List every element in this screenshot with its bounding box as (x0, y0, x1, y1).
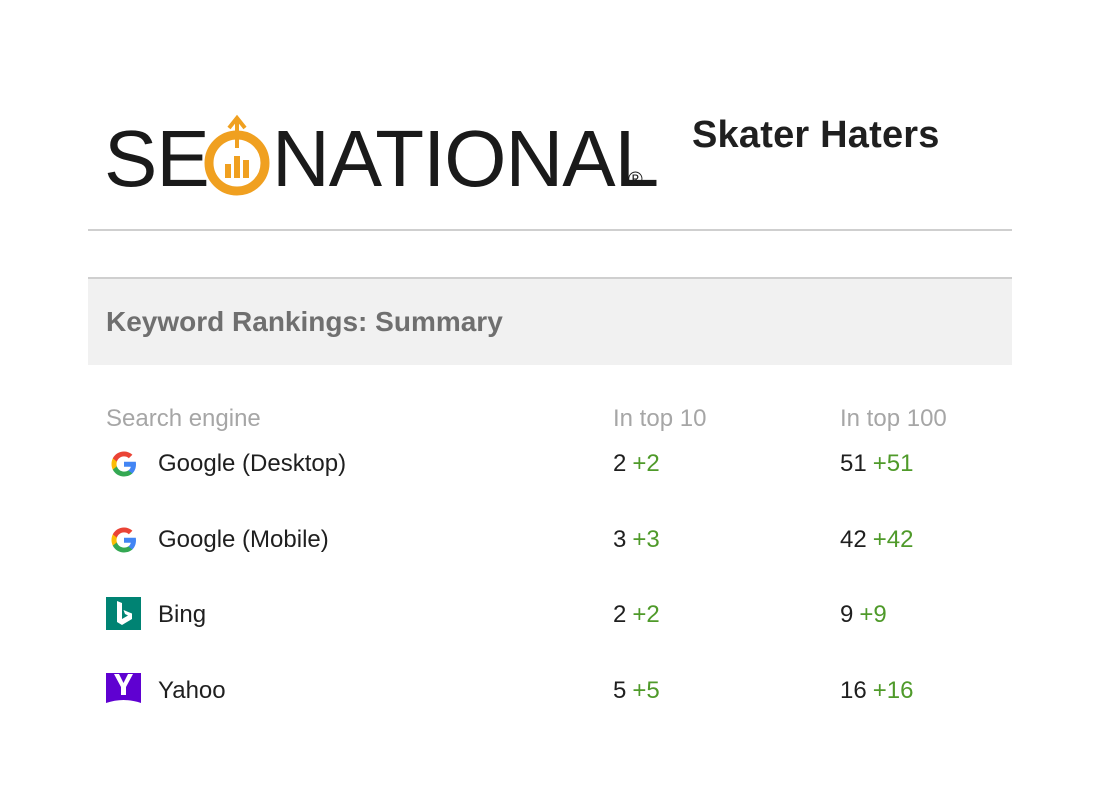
top10-value: 2 +2 (613, 450, 660, 477)
engine-name: Google (Desktop) (158, 450, 347, 477)
divider (88, 229, 1012, 231)
top100-delta: +9 (859, 601, 887, 628)
bing-icon (106, 595, 142, 633)
top100-delta: +42 (872, 526, 914, 553)
table-row: Google (Mobile) 3 +3 42 +42 (0, 526, 1100, 566)
divider (88, 277, 1012, 279)
yahoo-icon (106, 667, 142, 709)
section-title: Keyword Rankings: Summary (106, 306, 503, 337)
section-header: Keyword Rankings: Summary (88, 279, 1012, 365)
table-row: Google (Desktop) 2 +2 51 +51 (0, 450, 1100, 490)
column-header-search-engine: Search engine (106, 405, 261, 432)
table-row: Bing 2 +2 9 +9 (0, 595, 1100, 641)
top100-value: 16 +16 (840, 677, 914, 704)
table-row: Yahoo 5 +5 16 +16 (0, 667, 1100, 717)
column-header-top100: In top 100 (840, 405, 947, 432)
svg-text:®: ® (628, 169, 643, 191)
svg-text:SE: SE (104, 114, 209, 198)
engine-name: Google (Mobile) (158, 526, 329, 553)
top100-delta: +16 (872, 677, 914, 704)
column-header-top10: In top 10 (613, 405, 707, 432)
top10-value: 3 +3 (613, 526, 660, 553)
svg-text:NATIONAL: NATIONAL (272, 114, 658, 198)
report-title: Skater Haters (692, 114, 940, 156)
google-icon (106, 522, 142, 558)
top100-value: 42 +42 (840, 526, 914, 553)
top100-value: 9 +9 (840, 601, 887, 628)
top10-value: 2 +2 (613, 601, 660, 628)
top100-delta: +51 (872, 450, 914, 477)
top10-value: 5 +5 (613, 677, 660, 704)
google-icon (106, 446, 142, 482)
seo-national-logo: SE NATIONAL ® (104, 108, 664, 198)
engine-name: Bing (158, 601, 207, 628)
engine-name: Yahoo (158, 677, 226, 704)
top10-delta: +3 (632, 526, 660, 553)
top10-delta: +2 (632, 601, 660, 628)
top10-delta: +5 (632, 677, 660, 704)
top100-value: 51 +51 (840, 450, 914, 477)
top10-delta: +2 (632, 450, 660, 477)
